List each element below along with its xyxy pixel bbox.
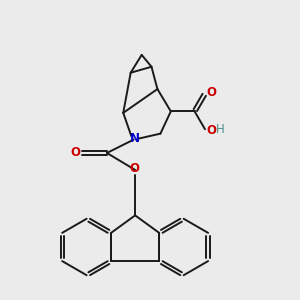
Text: O: O (70, 146, 80, 159)
Text: H: H (216, 123, 225, 136)
Text: O: O (206, 124, 216, 136)
Text: O: O (206, 86, 216, 99)
Text: N: N (130, 132, 140, 145)
Text: O: O (130, 162, 140, 175)
